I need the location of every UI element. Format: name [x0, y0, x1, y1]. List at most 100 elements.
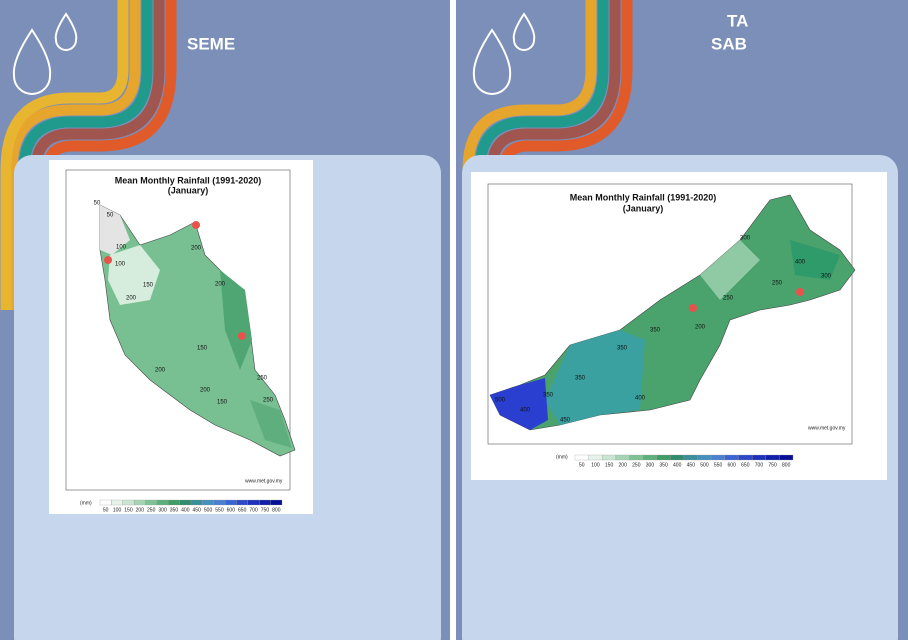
legend-label: 600	[227, 507, 236, 513]
heading: SAB	[711, 34, 747, 53]
legend-swatch	[779, 454, 794, 461]
legend-swatch	[247, 499, 260, 506]
contour-label: 250	[257, 376, 268, 382]
map-title: Mean Monthly Rainfall (1991-2020)	[115, 175, 262, 185]
legend-swatch	[765, 454, 780, 461]
map-zone	[545, 330, 645, 425]
contour-label: 150	[217, 400, 228, 406]
contour-label: 250	[772, 281, 783, 287]
legend-label: 750	[261, 507, 270, 513]
legend-unit: (mm)	[80, 500, 92, 506]
map-source: www.met.gov.my	[808, 425, 846, 431]
legend-label: 650	[238, 507, 247, 513]
stripe	[498, 0, 633, 171]
contour-label: 200	[126, 296, 137, 302]
raindrops	[12, 12, 536, 95]
contour-label: 250	[263, 398, 274, 404]
contour-label: 250	[723, 296, 734, 302]
decor-stripes	[0, 0, 177, 310]
contour-label: 350	[617, 346, 628, 352]
stripe	[18, 0, 153, 310]
contour-label: 500	[495, 398, 506, 404]
pin	[104, 256, 112, 264]
stripe	[0, 0, 129, 310]
legend-label: 200	[136, 507, 145, 513]
map-zone	[490, 378, 548, 430]
legend-swatch	[711, 454, 726, 461]
contour-label: 50	[94, 201, 101, 207]
legend-label: 500	[700, 462, 709, 468]
legend-label: 800	[782, 462, 791, 468]
legend-label: 700	[249, 507, 258, 513]
contour-label: 200	[215, 282, 226, 288]
legend-label: 350	[659, 462, 668, 468]
map-source: www.met.gov.my	[245, 478, 283, 484]
legend-label: 500	[204, 507, 213, 513]
legend-swatch	[122, 499, 135, 506]
map-frame	[65, 169, 291, 491]
stripe	[30, 0, 165, 171]
legend-label: 150	[605, 462, 614, 468]
legend-swatch	[145, 499, 158, 506]
contour-label: 200	[200, 388, 211, 394]
contour-label: 150	[197, 346, 208, 352]
legend-swatch	[270, 499, 283, 506]
divider	[450, 0, 456, 640]
map-zone	[700, 240, 760, 300]
contour-label: 50	[107, 213, 114, 219]
legend-label: 50	[579, 462, 585, 468]
legend-swatch	[99, 499, 112, 506]
legend-swatch	[588, 454, 603, 461]
map-pins	[689, 288, 804, 312]
legend-label: 100	[113, 507, 122, 513]
legend-label: 100	[591, 462, 600, 468]
legend-swatch	[751, 454, 766, 461]
legend-label: 400	[181, 507, 190, 513]
legend-label: 650	[741, 462, 750, 468]
map-zone	[220, 270, 252, 370]
legend-label: 550	[714, 462, 723, 468]
drop	[12, 28, 52, 95]
contour-label: 400	[635, 396, 646, 402]
legend-swatch	[224, 499, 237, 506]
heading: TA	[727, 11, 748, 30]
stripe	[486, 0, 621, 171]
contour-label: 100	[116, 245, 127, 251]
map-pins	[104, 221, 246, 340]
legend-swatch	[738, 454, 753, 461]
legend-swatch	[111, 499, 123, 506]
legend-swatch	[642, 454, 657, 461]
legend-swatch	[697, 454, 712, 461]
map-subtitle: (January)	[168, 185, 209, 195]
legend-label: 400	[673, 462, 682, 468]
legend-label: 150	[124, 507, 133, 513]
legend-swatch	[168, 499, 180, 506]
pin	[192, 221, 200, 229]
stripe	[42, 0, 177, 171]
pin	[796, 288, 804, 296]
stripe	[6, 0, 141, 310]
contour-label: 300	[821, 274, 832, 280]
stripe	[462, 0, 597, 310]
legend-swatch	[615, 454, 630, 461]
legend-swatch	[236, 499, 249, 506]
legend-swatch	[190, 499, 203, 506]
heading: SEME	[187, 34, 235, 53]
contour-label: 100	[115, 262, 126, 268]
legend-swatch	[670, 454, 685, 461]
legend-label: 250	[632, 462, 641, 468]
map-subtitle: (January)	[623, 203, 664, 213]
contour-label: 200	[191, 246, 202, 252]
contour-label: 350	[575, 376, 586, 382]
contour-label: 150	[143, 283, 154, 289]
contour-label: 200	[695, 325, 706, 331]
legend-swatch	[629, 454, 644, 461]
legend-label: 50	[103, 507, 109, 513]
legend-swatch	[156, 499, 169, 506]
legend-label: 350	[170, 507, 179, 513]
pin	[238, 332, 246, 340]
contour-label: 350	[650, 328, 661, 334]
map-zone	[250, 400, 292, 448]
map-zone	[108, 245, 160, 305]
